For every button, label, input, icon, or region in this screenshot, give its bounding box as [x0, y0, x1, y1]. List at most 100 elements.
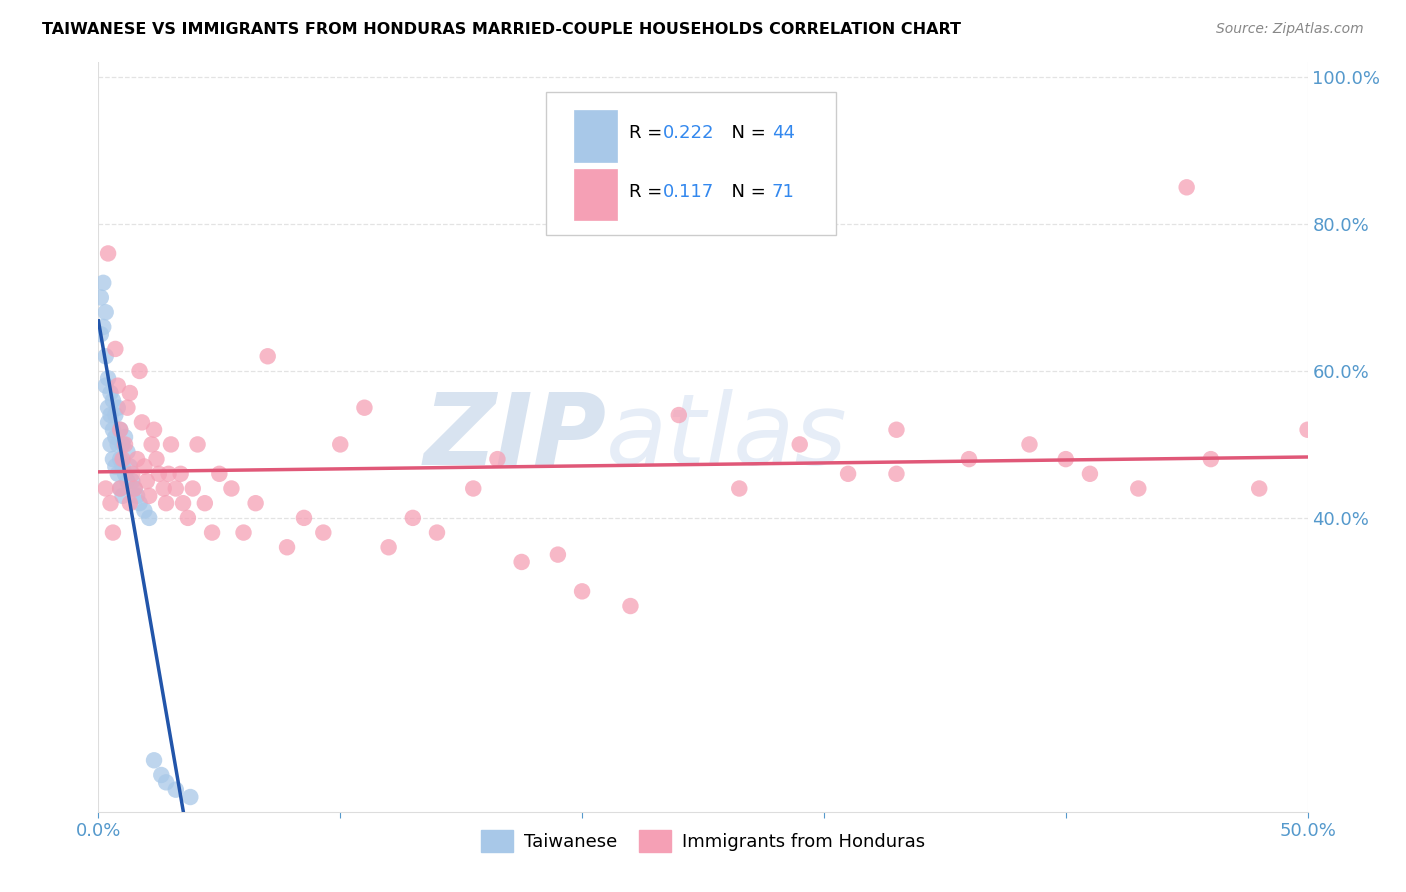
- Point: [94, 378, 117, 392]
- Point: [107, 467, 129, 481]
- Point: [619, 599, 641, 613]
- Point: [169, 467, 191, 481]
- Point: [377, 541, 399, 555]
- Text: 71: 71: [772, 183, 794, 201]
- Point: [100, 408, 122, 422]
- Y-axis label: Married-couple Households: Married-couple Households: [0, 324, 8, 550]
- Point: [1175, 180, 1198, 194]
- Text: atlas: atlas: [606, 389, 848, 485]
- Point: [138, 489, 160, 503]
- Point: [90, 291, 112, 305]
- Point: [837, 467, 859, 481]
- Point: [121, 474, 143, 488]
- Point: [118, 459, 141, 474]
- Point: [108, 452, 131, 467]
- Point: [208, 467, 231, 481]
- Point: [107, 437, 129, 451]
- Point: [117, 444, 139, 458]
- FancyBboxPatch shape: [546, 93, 837, 235]
- Point: [127, 489, 149, 503]
- Point: [1199, 452, 1222, 467]
- Point: [108, 482, 131, 496]
- FancyBboxPatch shape: [574, 169, 617, 220]
- Point: [134, 459, 156, 474]
- Text: N =: N =: [720, 124, 772, 142]
- Point: [114, 437, 136, 451]
- Text: 0.222: 0.222: [664, 124, 714, 142]
- Text: TAIWANESE VS IMMIGRANTS FROM HONDURAS MARRIED-COUPLE HOUSEHOLDS CORRELATION CHAR: TAIWANESE VS IMMIGRANTS FROM HONDURAS MA…: [42, 22, 962, 37]
- Point: [886, 467, 908, 481]
- Point: [571, 584, 593, 599]
- Point: [104, 459, 127, 474]
- Point: [426, 525, 449, 540]
- Point: [179, 790, 201, 805]
- Point: [134, 503, 156, 517]
- Point: [101, 393, 124, 408]
- Point: [127, 452, 149, 467]
- Point: [100, 496, 122, 510]
- Point: [114, 467, 136, 481]
- Point: [1054, 452, 1077, 467]
- Text: 0.117: 0.117: [664, 183, 714, 201]
- Point: [100, 386, 122, 401]
- Point: [194, 496, 217, 510]
- Point: [486, 452, 509, 467]
- Point: [141, 437, 163, 451]
- Point: [150, 768, 173, 782]
- Point: [128, 496, 150, 510]
- Point: [245, 496, 267, 510]
- Point: [117, 401, 139, 415]
- Point: [111, 437, 134, 451]
- Point: [107, 401, 129, 415]
- Point: [152, 482, 174, 496]
- Point: [1018, 437, 1040, 451]
- Point: [138, 511, 160, 525]
- Point: [104, 430, 127, 444]
- Point: [108, 482, 131, 496]
- Point: [353, 401, 375, 415]
- Point: [232, 525, 254, 540]
- Point: [886, 423, 908, 437]
- Point: [172, 496, 194, 510]
- Point: [124, 482, 146, 496]
- Point: [256, 349, 278, 363]
- Point: [221, 482, 243, 496]
- Point: [108, 423, 131, 437]
- Point: [97, 401, 120, 415]
- Point: [101, 423, 124, 437]
- Point: [1128, 482, 1150, 496]
- Point: [118, 386, 141, 401]
- Point: [155, 775, 177, 789]
- Text: ZIP: ZIP: [423, 389, 606, 485]
- Point: [177, 511, 200, 525]
- Point: [108, 423, 131, 437]
- Point: [128, 364, 150, 378]
- Point: [131, 416, 153, 430]
- Point: [104, 408, 127, 422]
- Point: [117, 474, 139, 488]
- Point: [157, 467, 180, 481]
- Point: [94, 305, 117, 319]
- Point: [101, 452, 124, 467]
- Point: [1249, 482, 1271, 496]
- Point: [101, 525, 124, 540]
- Point: [97, 416, 120, 430]
- Point: [668, 408, 690, 422]
- Point: [90, 327, 112, 342]
- Point: [276, 541, 298, 555]
- Point: [957, 452, 980, 467]
- Point: [114, 430, 136, 444]
- Point: [143, 753, 166, 767]
- Text: Source: ZipAtlas.com: Source: ZipAtlas.com: [1216, 22, 1364, 37]
- Point: [165, 782, 187, 797]
- Point: [107, 378, 129, 392]
- Point: [91, 319, 114, 334]
- Text: N =: N =: [720, 183, 772, 201]
- Point: [148, 467, 170, 481]
- FancyBboxPatch shape: [574, 110, 617, 161]
- Point: [547, 548, 569, 562]
- Text: R =: R =: [630, 124, 668, 142]
- Point: [187, 437, 209, 451]
- Point: [91, 276, 114, 290]
- Point: [104, 342, 127, 356]
